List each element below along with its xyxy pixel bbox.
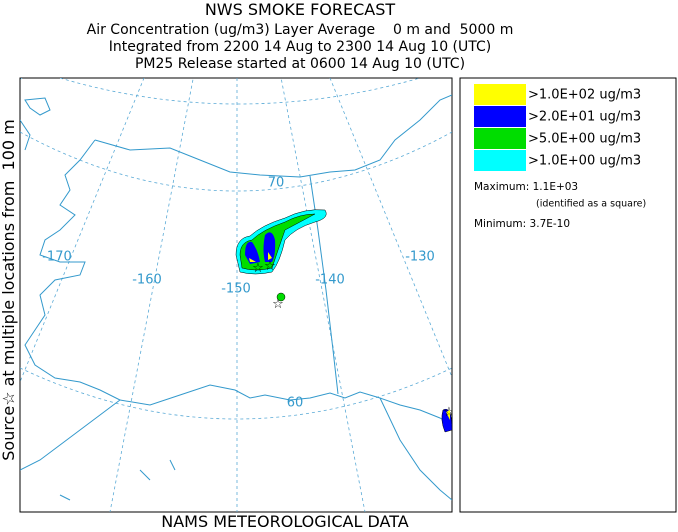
latitude-label: 70	[268, 176, 285, 191]
legend-swatch	[474, 150, 526, 171]
legend-label: >5.0E+00 ug/m3	[528, 132, 641, 147]
legend-swatch	[474, 106, 526, 127]
subtitle: PM25 Release started at 0600 14 Aug 10 (…	[135, 56, 465, 72]
maximum-label: Maximum: 1.1E+03	[474, 181, 578, 193]
legend-swatch	[474, 84, 526, 105]
coastline	[20, 94, 452, 501]
longitude-label: -160	[132, 273, 162, 288]
legend-label: >2.0E+01 ug/m3	[528, 110, 641, 125]
longitude-label: -150	[221, 282, 251, 297]
minimum-label: Minimum: 3.7E-10	[474, 218, 570, 230]
side-label: Source☆ at multiple locations from 100 m	[0, 119, 18, 461]
maximum-note: (identified as a square)	[536, 199, 646, 210]
legend-swatch	[474, 128, 526, 149]
smoke-plume	[235, 209, 452, 433]
legend-label: >1.0E+00 ug/m3	[528, 154, 641, 169]
footer: NAMS METEOROLOGICAL DATA	[161, 512, 409, 531]
map-frame	[19, 77, 453, 513]
svg-text:☆: ☆	[443, 405, 455, 420]
legend: Maximum: 1.1E+03 (identified as a square…	[459, 77, 677, 513]
svg-text:☆: ☆	[272, 297, 284, 312]
legend-label: >1.0E+02 ug/m3	[528, 88, 641, 103]
svg-text:☆: ☆	[252, 261, 264, 276]
graticule	[20, 78, 452, 512]
latitude-label: 60	[287, 396, 304, 411]
longitude-label: -140	[315, 273, 345, 288]
subtitle: Air Concentration (ug/m3) Layer Average …	[87, 22, 514, 38]
longitude-label: -170	[42, 250, 72, 265]
map: ☆☆ ☆☆ -170 -160 -150 -140 -130 70 60	[19, 77, 455, 513]
title: NWS SMOKE FORECAST	[205, 0, 396, 19]
source-markers: ☆☆ ☆☆	[252, 259, 455, 420]
longitude-label: -130	[405, 250, 435, 265]
svg-text:☆: ☆	[264, 259, 276, 274]
subtitle: Integrated from 2200 14 Aug to 2300 14 A…	[109, 39, 492, 55]
